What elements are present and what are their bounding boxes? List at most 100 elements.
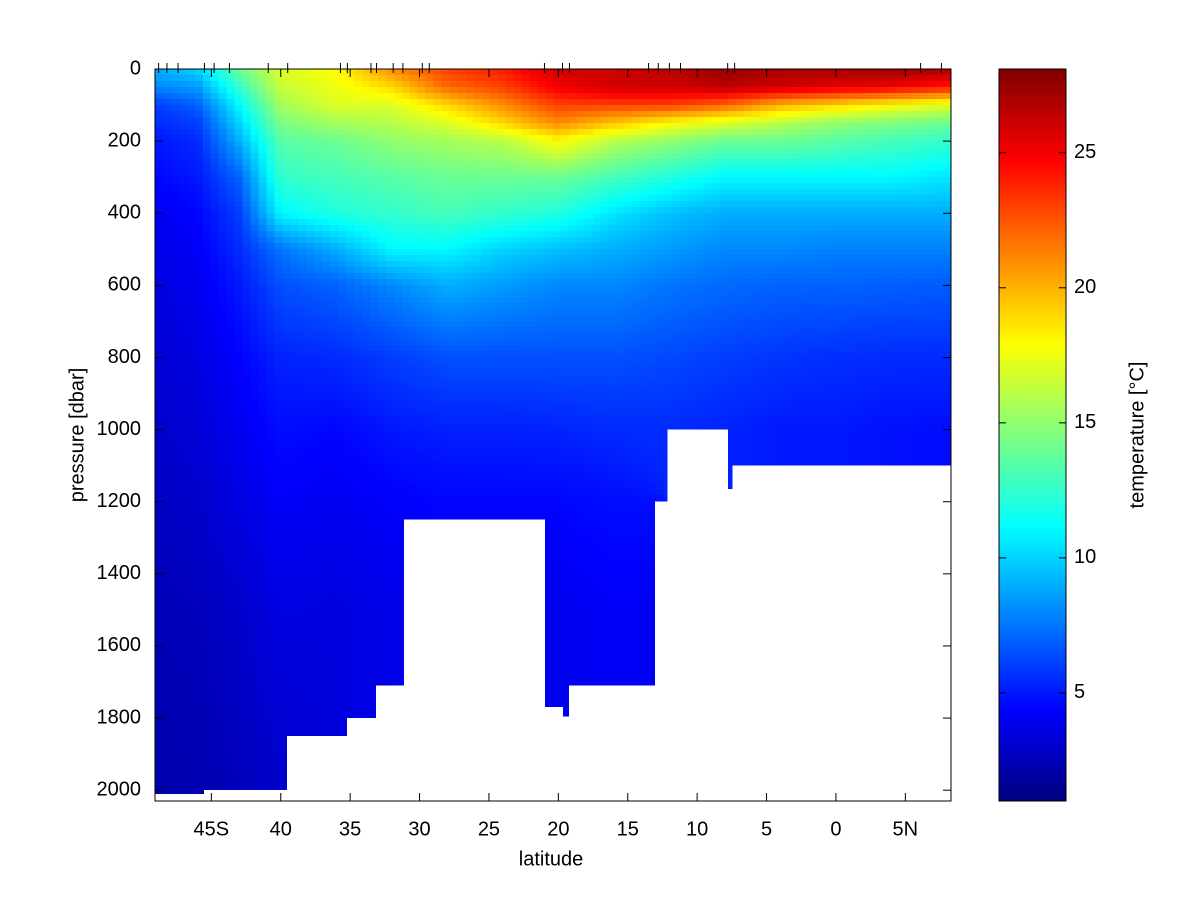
field-cell xyxy=(178,459,188,466)
field-cell xyxy=(226,501,236,508)
field-cell xyxy=(162,705,172,712)
field-cell xyxy=(170,327,180,334)
field-cell xyxy=(338,165,347,172)
field-cell xyxy=(385,363,395,370)
field-cell xyxy=(322,273,331,280)
field-cell xyxy=(178,147,188,154)
field-cell xyxy=(465,363,474,370)
field-cell xyxy=(186,573,196,580)
field-cell xyxy=(282,651,291,658)
field-cell xyxy=(338,201,347,208)
field-cell xyxy=(314,705,323,712)
field-cell xyxy=(377,267,387,274)
field-cell xyxy=(385,603,395,610)
field-cell xyxy=(202,489,212,496)
field-cell xyxy=(425,345,435,352)
field-cell xyxy=(433,321,443,328)
field-cell xyxy=(330,621,339,628)
field-cell xyxy=(282,135,291,142)
field-cell xyxy=(401,117,411,124)
field-cell xyxy=(250,81,260,88)
field-cell xyxy=(250,153,260,160)
field-cell xyxy=(218,525,228,532)
field-cell xyxy=(449,507,459,514)
field-cell xyxy=(306,87,315,94)
field-cell xyxy=(186,417,196,424)
field-cell xyxy=(338,585,347,592)
field-cell xyxy=(457,177,467,184)
field-cell xyxy=(449,243,459,250)
field-cell xyxy=(250,321,260,328)
field-cell xyxy=(457,267,467,274)
field-cell xyxy=(401,99,411,106)
field-cell xyxy=(409,375,419,382)
field-cell xyxy=(369,273,379,280)
field-cell xyxy=(354,153,363,160)
field-cell xyxy=(250,333,260,340)
field-cell xyxy=(457,447,467,454)
field-cell xyxy=(218,87,228,94)
field-cell xyxy=(409,303,419,310)
field-cell xyxy=(377,285,387,292)
field-cell xyxy=(457,417,467,424)
field-cell xyxy=(234,111,244,118)
field-cell xyxy=(481,219,490,226)
field-cell xyxy=(242,267,252,274)
field-cell xyxy=(162,351,172,358)
field-cell xyxy=(481,267,490,274)
field-cell xyxy=(306,615,315,622)
field-cell xyxy=(170,735,180,742)
field-cell xyxy=(258,69,268,76)
field-cell xyxy=(266,471,275,478)
field-cell xyxy=(441,405,451,412)
field-cell xyxy=(354,441,363,448)
field-cell xyxy=(489,231,498,238)
field-cell xyxy=(306,93,315,100)
field-cell xyxy=(258,261,268,268)
field-cell xyxy=(433,129,443,136)
field-cell xyxy=(282,195,291,202)
field-cell xyxy=(385,519,395,526)
field-cell xyxy=(338,285,347,292)
field-cell xyxy=(425,447,435,454)
field-cell xyxy=(162,627,172,634)
field-cell xyxy=(465,315,474,322)
field-cell xyxy=(369,297,379,304)
field-cell xyxy=(481,75,490,82)
field-cell xyxy=(290,489,299,496)
field-cell xyxy=(250,741,260,748)
field-cell xyxy=(218,249,228,256)
field-cell xyxy=(338,717,347,724)
field-cell xyxy=(234,573,244,580)
field-cell xyxy=(306,555,315,562)
field-cell xyxy=(226,765,236,772)
field-cell xyxy=(330,195,339,202)
field-cell xyxy=(290,255,299,262)
field-cell xyxy=(306,459,315,466)
field-cell xyxy=(226,651,236,658)
field-cell xyxy=(258,285,268,292)
field-cell xyxy=(202,657,212,664)
field-cell xyxy=(306,105,315,112)
field-cell xyxy=(202,435,212,442)
field-cell xyxy=(242,471,252,478)
field-cell xyxy=(322,567,331,574)
field-cell xyxy=(377,213,387,220)
field-cell xyxy=(481,225,490,232)
field-cell xyxy=(338,381,347,388)
field-cell xyxy=(290,573,299,580)
field-cell xyxy=(314,441,323,448)
field-cell xyxy=(401,513,411,520)
field-cell xyxy=(457,171,467,178)
field-cell xyxy=(425,249,435,256)
field-cell xyxy=(290,69,299,76)
field-cell xyxy=(385,75,395,82)
field-cell xyxy=(242,99,252,106)
field-cell xyxy=(234,537,244,544)
field-cell xyxy=(481,201,490,208)
field-cell xyxy=(186,723,196,730)
field-cell xyxy=(266,393,275,400)
field-cell xyxy=(218,315,228,322)
field-cell xyxy=(194,255,204,262)
field-cell xyxy=(489,123,498,130)
